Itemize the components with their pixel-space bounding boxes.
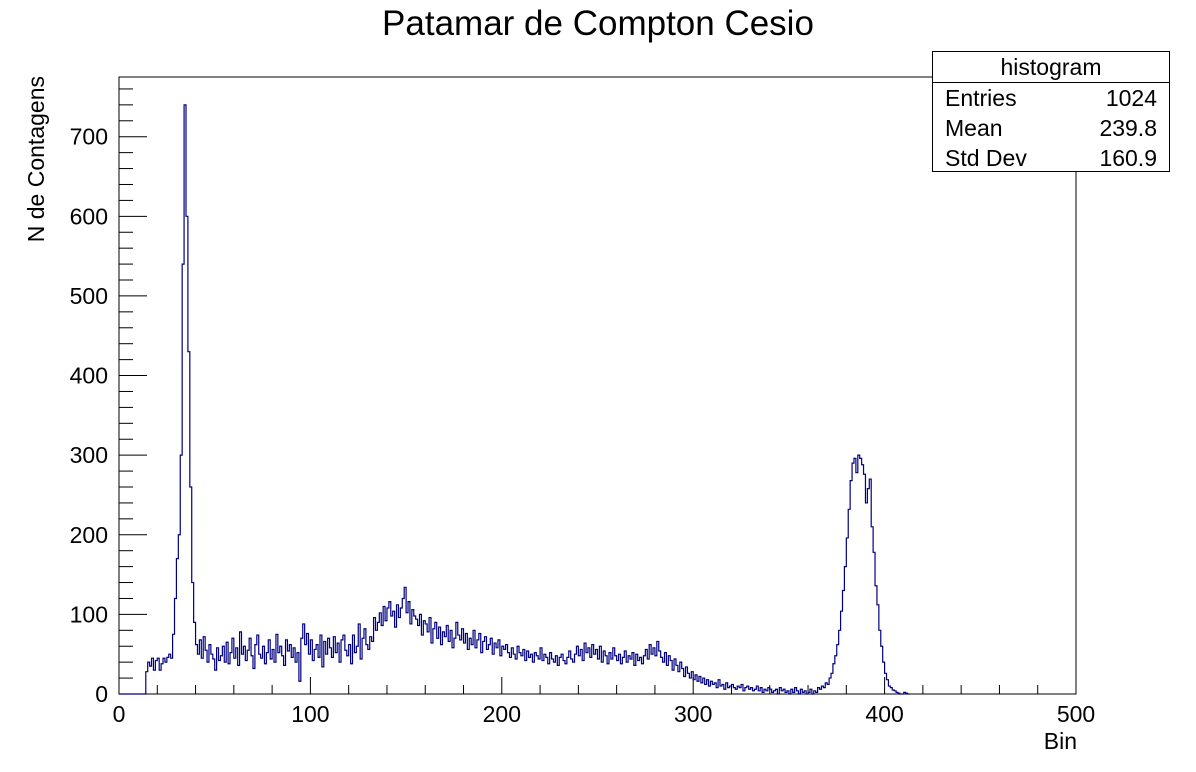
y-tick-label: 700 [70, 124, 108, 150]
x-tick-label: 0 [113, 701, 126, 727]
y-tick-label: 400 [70, 363, 108, 389]
y-axis-label: N de Contagens [23, 76, 49, 242]
stats-label-entries: Entries [945, 85, 1017, 111]
y-tick-label: 0 [95, 681, 108, 707]
stats-value-mean: 239.8 [1099, 115, 1157, 141]
histogram-series [119, 104, 910, 695]
y-tick-label: 300 [70, 442, 108, 468]
y-tick-label: 600 [70, 203, 108, 229]
stats-label-stddev: Std Dev [945, 145, 1027, 171]
stats-row-entries: Entries 1024 [933, 83, 1169, 113]
stats-box: histogram Entries 1024 Mean 239.8 Std De… [932, 51, 1170, 172]
x-tick-label: 100 [291, 701, 329, 727]
y-tick-label: 200 [70, 522, 108, 548]
stats-row-mean: Mean 239.8 [933, 113, 1169, 143]
x-tick-label: 200 [483, 701, 521, 727]
chart-title: Patamar de Compton Cesio [382, 4, 814, 43]
stats-title: histogram [933, 52, 1169, 83]
x-axis-label: Bin [1044, 728, 1077, 754]
y-tick-label: 500 [70, 283, 108, 309]
y-tick-label: 100 [70, 601, 108, 627]
x-tick-label: 300 [674, 701, 712, 727]
stats-row-stddev: Std Dev 160.9 [933, 143, 1169, 173]
stats-value-stddev: 160.9 [1099, 145, 1157, 171]
x-tick-label: 500 [1057, 701, 1095, 727]
stats-label-mean: Mean [945, 115, 1003, 141]
stats-value-entries: 1024 [1105, 85, 1157, 111]
x-tick-label: 400 [865, 701, 903, 727]
plot-frame [118, 76, 1077, 695]
